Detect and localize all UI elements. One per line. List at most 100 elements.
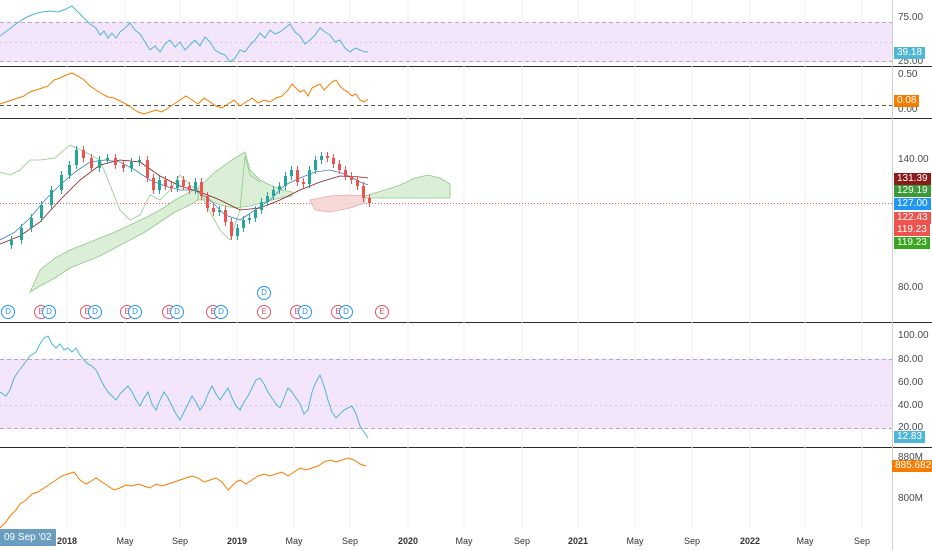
dividend-marker[interactable]: D — [88, 305, 102, 319]
time-label: Sep — [341, 536, 359, 546]
stoch-tick-20: 20.00 — [898, 422, 924, 433]
time-label: 2021 — [567, 536, 589, 546]
candle-body — [82, 150, 85, 158]
candle-body — [106, 158, 109, 160]
candle-body — [152, 178, 155, 190]
rsi-tick-75: 75.00 — [898, 12, 924, 23]
stoch-tick-40: 40.00 — [898, 400, 924, 411]
price-label-kijun: 131.39 — [894, 173, 931, 185]
time-label: May — [796, 536, 814, 546]
candle-body — [356, 180, 359, 186]
obv-tick-800m: 800M — [898, 493, 924, 504]
time-label: 2018 — [56, 536, 78, 546]
price-label-last: 127.00 — [894, 198, 931, 210]
earnings-marker[interactable]: E — [375, 305, 389, 319]
dividend-marker[interactable]: D — [298, 305, 312, 319]
candle-body — [284, 176, 287, 186]
time-label: Sep — [513, 536, 531, 546]
time-label: 2020 — [397, 536, 419, 546]
macd-tick-000: 0.00 — [898, 104, 918, 115]
stoch-band — [0, 359, 892, 429]
candle-body — [206, 196, 209, 208]
dividend-marker[interactable]: D — [257, 286, 271, 300]
price-candles — [10, 146, 371, 249]
ichimoku-cloud-red — [309, 194, 366, 213]
candle-body — [332, 158, 335, 164]
time-label: May — [455, 536, 473, 546]
time-label: 2019 — [226, 536, 248, 546]
candle-body — [236, 228, 239, 236]
candle-body — [98, 160, 101, 168]
candle-body — [10, 240, 13, 245]
dividend-marker[interactable]: D — [170, 305, 184, 319]
candle-body — [176, 180, 179, 188]
candle-body — [146, 160, 149, 178]
dividend-marker[interactable]: D — [128, 305, 142, 319]
candle-body — [344, 170, 347, 176]
time-label: 2022 — [739, 536, 761, 546]
candle-body — [194, 182, 197, 190]
candle-body — [20, 228, 23, 240]
candle-body — [122, 165, 125, 168]
dividend-marker[interactable]: D — [1, 305, 15, 319]
stoch-line — [0, 335, 369, 439]
earnings-marker[interactable]: E — [257, 305, 271, 319]
time-label: May — [285, 536, 303, 546]
candle-body — [272, 190, 275, 196]
candle-body — [158, 180, 161, 190]
price-label-red-1: 122.43 — [894, 212, 931, 224]
time-label: May — [116, 536, 134, 546]
rsi-tick-25: 25.00 — [898, 56, 924, 67]
ichimoku-cloud-green-2 — [197, 151, 293, 209]
candle-body — [320, 156, 323, 160]
ichimoku-lagging-line — [0, 144, 261, 241]
candle-body — [350, 176, 353, 180]
time-label: Sep — [853, 536, 871, 546]
candle-body — [75, 150, 78, 165]
dividend-marker[interactable]: D — [339, 305, 353, 319]
candle-body — [170, 186, 173, 188]
time-label: May — [626, 536, 644, 546]
stoch-tick-100: 100.00 — [898, 330, 929, 341]
candle-body — [260, 202, 263, 210]
obv-line — [0, 457, 367, 529]
candle-body — [278, 186, 281, 190]
price-label-red-2: 119.23 — [894, 224, 930, 236]
price-label-green: 119.23 — [894, 237, 930, 249]
candle-body — [212, 208, 215, 212]
candle-body — [188, 186, 191, 190]
candle-body — [254, 210, 257, 218]
stoch-tick-60: 60.00 — [898, 377, 924, 388]
stoch-value-label: 12.83 — [894, 431, 926, 443]
candle-body — [230, 222, 233, 236]
candle-body — [308, 170, 311, 184]
candle-body — [90, 158, 93, 168]
time-label: Sep — [683, 536, 701, 546]
candle-body — [266, 196, 269, 202]
dividend-marker[interactable]: D — [42, 305, 56, 319]
candle-body — [224, 210, 227, 222]
candle-body — [164, 180, 167, 186]
obv-value-label: 885.682M — [892, 460, 932, 472]
candle-body — [40, 205, 43, 218]
candle-body — [314, 160, 317, 170]
candle-body — [296, 170, 299, 182]
candle-body — [30, 218, 33, 228]
cursor-date-label: 09 Sep '02 — [0, 529, 56, 546]
candle-body — [338, 164, 341, 170]
candle-body — [130, 162, 133, 168]
candle-body — [60, 175, 63, 190]
candle-body — [68, 165, 71, 175]
candle-body — [362, 186, 365, 198]
macd-tick-050: 0.50 — [898, 69, 918, 80]
price-tick-80: 80.00 — [898, 282, 924, 293]
macd-line — [0, 72, 369, 115]
candle-body — [368, 198, 371, 203]
dividend-marker[interactable]: D — [214, 305, 228, 319]
price-tick-140: 140.00 — [898, 154, 929, 165]
candle-body — [248, 218, 251, 220]
rsi-value-label: 39.18 — [894, 47, 926, 59]
candle-body — [200, 182, 203, 196]
candle-body — [290, 170, 293, 176]
